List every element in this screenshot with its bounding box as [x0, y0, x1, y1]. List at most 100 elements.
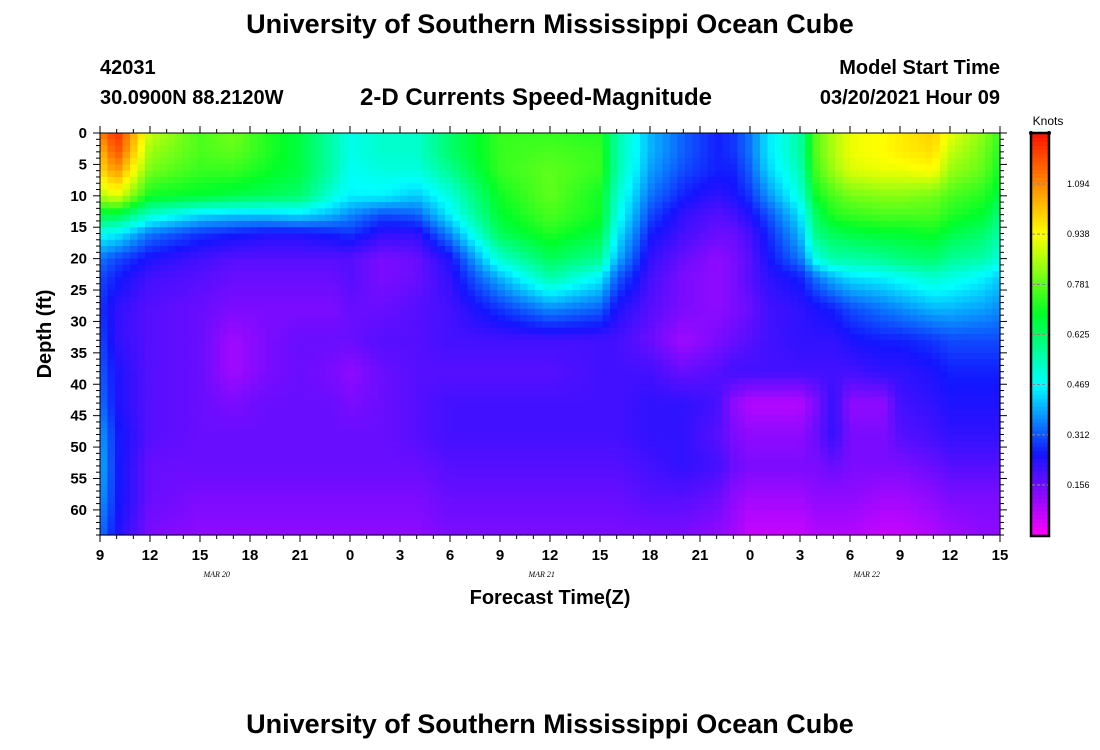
heatmap-cell — [670, 139, 679, 147]
heatmap-cell — [287, 158, 296, 166]
heatmap-cell — [580, 340, 589, 348]
heatmap-cell — [542, 377, 551, 385]
heatmap-cell — [865, 214, 874, 222]
heatmap-cell — [160, 283, 169, 291]
heatmap-cell — [992, 315, 1001, 323]
heatmap-cell — [610, 340, 619, 348]
heatmap-cell — [197, 133, 206, 140]
heatmap-cell — [970, 264, 979, 272]
heatmap-cell — [160, 195, 169, 203]
heatmap-cell — [317, 189, 326, 197]
heatmap-cell — [925, 271, 934, 279]
heatmap-cell — [242, 258, 251, 266]
heatmap-cell — [250, 133, 259, 140]
heatmap-cell — [167, 340, 176, 348]
heatmap-cell — [295, 158, 304, 166]
heatmap-cell — [565, 334, 574, 341]
heatmap-cell — [467, 220, 476, 228]
heatmap-cell — [302, 277, 311, 285]
heatmap-cell — [760, 384, 769, 392]
heatmap-cell — [677, 277, 686, 285]
heatmap-cell — [302, 158, 311, 166]
heatmap-cell — [685, 271, 694, 279]
heatmap-cell — [287, 214, 296, 222]
heatmap-cell — [145, 321, 154, 329]
heatmap-cell — [250, 189, 259, 197]
heatmap-cell — [587, 346, 596, 354]
heatmap-cell — [100, 321, 109, 329]
heatmap-cell — [655, 227, 664, 235]
heatmap-cell — [925, 145, 934, 153]
heatmap-cell — [212, 271, 221, 279]
heatmap-cell — [580, 233, 589, 241]
heatmap-cell — [917, 208, 926, 216]
heatmap-cell — [955, 239, 964, 247]
heatmap-cell — [760, 189, 769, 197]
heatmap-cell — [400, 290, 409, 297]
heatmap-cell — [347, 346, 356, 354]
heatmap-cell — [745, 145, 754, 153]
heatmap-cell — [317, 195, 326, 203]
heatmap-cell — [880, 365, 889, 373]
heatmap-cell — [647, 302, 656, 310]
heatmap-cell — [490, 189, 499, 197]
heatmap-cell — [280, 183, 289, 191]
heatmap-cell — [677, 246, 686, 253]
heatmap-cell — [655, 277, 664, 285]
heatmap-cell — [340, 377, 349, 385]
heatmap-cell — [332, 271, 341, 279]
heatmap-cell — [872, 145, 881, 153]
heatmap-cell — [212, 227, 221, 235]
heatmap-cell — [175, 252, 184, 260]
heatmap-cell — [340, 277, 349, 285]
heatmap-cell — [265, 290, 274, 297]
heatmap-cell — [362, 308, 371, 316]
heatmap-cell — [692, 365, 701, 373]
heatmap-cell — [115, 227, 124, 235]
heatmap-cell — [857, 145, 866, 153]
heatmap-cell — [107, 340, 116, 348]
heatmap-cell — [355, 283, 364, 291]
heatmap-cell — [737, 308, 746, 316]
heatmap-cell — [475, 246, 484, 253]
heatmap-cell — [107, 133, 116, 140]
heatmap-cell — [107, 164, 116, 172]
heatmap-cell — [887, 377, 896, 385]
heatmap-cell — [475, 208, 484, 216]
heatmap-cell — [872, 227, 881, 235]
heatmap-cell — [595, 170, 604, 178]
heatmap-cell — [452, 189, 461, 197]
heatmap-cell — [272, 133, 281, 140]
heatmap-cell — [475, 202, 484, 209]
heatmap-cell — [227, 258, 236, 266]
heatmap-cell — [970, 352, 979, 360]
heatmap-cell — [707, 321, 716, 329]
heatmap-cell — [130, 227, 139, 235]
heatmap-cell — [160, 183, 169, 191]
heatmap-cell — [805, 183, 814, 191]
heatmap-cell — [797, 227, 806, 235]
heatmap-cell — [362, 252, 371, 260]
heatmap-cell — [895, 271, 904, 279]
heatmap-cell — [490, 277, 499, 285]
heatmap-cell — [790, 327, 799, 335]
heatmap-cell — [362, 246, 371, 253]
heatmap-cell — [565, 183, 574, 191]
heatmap-cell — [355, 220, 364, 228]
heatmap-cell — [917, 327, 926, 335]
heatmap-cell — [497, 346, 506, 354]
heatmap-cell — [317, 308, 326, 316]
heatmap-cell — [407, 158, 416, 166]
heatmap-cell — [865, 258, 874, 266]
heatmap-cell — [272, 158, 281, 166]
heatmap-cell — [647, 246, 656, 253]
heatmap-cell — [805, 158, 814, 166]
heatmap-cell — [227, 246, 236, 253]
heatmap-cell — [947, 377, 956, 385]
heatmap-cell — [542, 208, 551, 216]
heatmap-cell — [505, 258, 514, 266]
heatmap-cell — [107, 315, 116, 323]
heatmap-cell — [565, 277, 574, 285]
heatmap-cell — [670, 264, 679, 272]
heatmap-cell — [115, 158, 124, 166]
